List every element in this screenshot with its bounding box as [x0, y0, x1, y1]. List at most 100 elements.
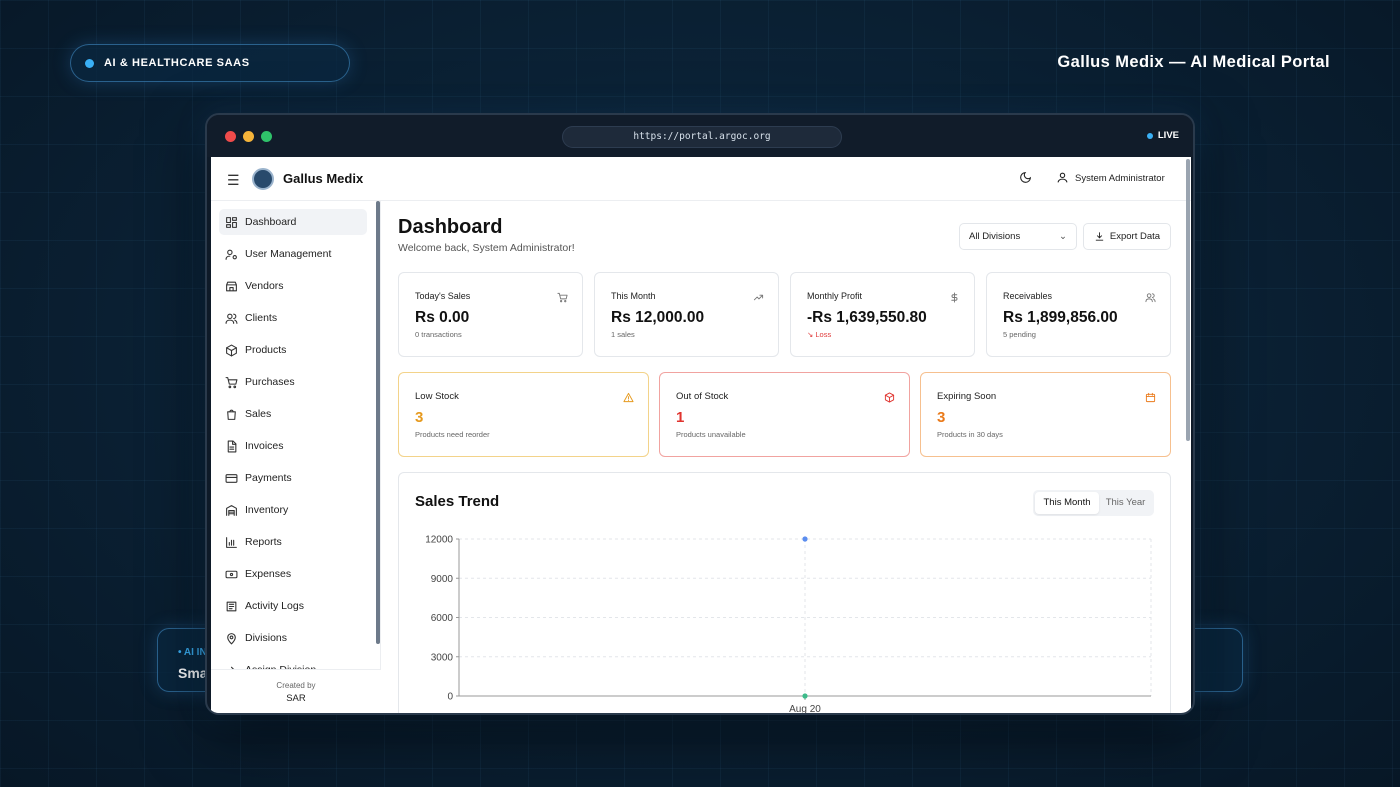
store-icon [226, 281, 237, 291]
users-icon [225, 313, 238, 324]
sidebar-item-label: Divisions [245, 632, 288, 644]
stat-sub: 0 transactions [415, 330, 462, 339]
address-bar[interactable]: https://portal.argoc.org [562, 126, 842, 148]
sidebar-item-label: Vendors [245, 280, 284, 292]
sidebar-item-label: Purchases [245, 376, 295, 388]
sidebar-item-reports[interactable]: Reports [219, 529, 367, 555]
welcome-message: Welcome back, System Administrator! [398, 242, 575, 254]
left-card-value: Smar [178, 665, 214, 681]
sidebar-item-vendors[interactable]: Vendors [219, 273, 367, 299]
theme-toggle-moon-icon[interactable] [1019, 171, 1032, 184]
sidebar-scrollbar[interactable] [376, 201, 380, 644]
sidebar-item-label: Products [245, 344, 287, 356]
alert-value: 1 [676, 409, 685, 426]
y-tick-label: 3000 [431, 652, 454, 663]
alert-sub: Products unavailable [676, 430, 746, 439]
sidebar-item-label: Reports [245, 536, 282, 548]
period-toggle: This Month This Year [1033, 490, 1154, 516]
sidebar-item-clients[interactable]: Clients [219, 305, 367, 331]
trending-down-icon: ↘ [807, 330, 816, 339]
warehouse-icon [226, 504, 237, 516]
tag-dot-icon [85, 58, 94, 68]
sidebar-item-dashboard[interactable]: Dashboard [219, 209, 367, 235]
stat-sub: 5 pending [1003, 330, 1036, 339]
user-icon[interactable] [1056, 171, 1069, 184]
live-indicator: LIVE [1146, 130, 1179, 141]
alert-value: 3 [937, 409, 946, 426]
maximize-window-button[interactable] [261, 131, 272, 142]
sidebar-item-label: Inventory [245, 504, 289, 516]
user-cog-icon [225, 249, 237, 260]
export-data-label: Export Data [1109, 231, 1161, 242]
alert-label: Expiring Soon [937, 391, 997, 402]
dollar-icon [951, 292, 958, 303]
sidebar-item-user-management[interactable]: User Management [219, 241, 367, 267]
stat-label: Receivables [1003, 291, 1053, 301]
sidebar-item-purchases[interactable]: Purchases [219, 369, 367, 395]
sales-trend-chart: 0 3000 6000 9000 12000 Aug 20 [425, 535, 1152, 713]
minimize-window-button[interactable] [243, 131, 254, 142]
stat-value: Rs 12,000.00 [611, 309, 705, 326]
log-icon [226, 601, 237, 611]
sidebar-item-products[interactable]: Products [219, 337, 367, 363]
menu-icon[interactable]: ☰ [227, 172, 240, 188]
y-tick-label: 9000 [431, 574, 454, 585]
alert-label: Low Stock [415, 391, 459, 402]
stat-card-receivables: Receivables Rs 1,899,856.00 5 pending [986, 272, 1171, 357]
division-select[interactable]: All Divisions ⌄ [959, 223, 1077, 250]
data-point-series-0[interactable] [802, 536, 808, 542]
stat-card-monthly-profit: Monthly Profit -Rs 1,639,550.80 ↘ Loss [790, 272, 975, 357]
sidebar-item-label: Clients [245, 312, 278, 324]
data-point-series-1[interactable] [802, 693, 808, 699]
y-tick-label: 12000 [425, 535, 453, 546]
alert-sub: Products need reorder [415, 430, 490, 439]
category-tag-label: AI & HEALTHCARE SAAS [104, 57, 250, 69]
sidebar-item-activity-logs[interactable]: Activity Logs [219, 593, 367, 619]
left-card-kicker: • AI IN [178, 647, 207, 658]
stat-label: This Month [611, 291, 656, 301]
sales-trend-card: Sales Trend This Month This Year 0 3000 60… [398, 472, 1171, 713]
bag-icon [227, 409, 236, 420]
card-icon [225, 473, 238, 483]
stat-value: -Rs 1,639,550.80 [807, 309, 927, 326]
y-tick-label: 6000 [431, 613, 454, 624]
alert-card-low-stock[interactable]: Low Stock 3 Products need reorder [398, 372, 649, 457]
sidebar-item-divisions[interactable]: Divisions [219, 625, 367, 651]
main-scrollbar[interactable] [1186, 159, 1190, 441]
app-viewport: ☰ Gallus Medix System Administrator Dash… [211, 157, 1191, 713]
sidebar-item-invoices[interactable]: Invoices [219, 433, 367, 459]
sidebar-item-sales[interactable]: Sales [219, 401, 367, 427]
trending-up-icon [753, 294, 764, 301]
sidebar-footer: Created by SAR [211, 669, 381, 713]
sidebar-item-payments[interactable]: Payments [219, 465, 367, 491]
stat-sub: 1 sales [611, 330, 635, 339]
brand-name: Gallus Medix [283, 171, 364, 186]
alert-value: 3 [415, 409, 424, 426]
brand-logo [252, 168, 274, 190]
sidebar-item-label: Invoices [245, 440, 284, 452]
alert-card-out-of-stock[interactable]: Out of Stock 1 Products unavailable [659, 372, 910, 457]
sidebar-item-expenses[interactable]: Expenses [219, 561, 367, 587]
tab-this-year[interactable]: This Year [1105, 497, 1146, 508]
user-menu-label[interactable]: System Administrator [1075, 173, 1165, 184]
cart-icon [557, 292, 568, 303]
bar-chart-icon [226, 536, 237, 548]
division-select-value: All Divisions [969, 231, 1021, 242]
stat-label: Today's Sales [415, 291, 471, 301]
export-data-button[interactable]: Export Data [1083, 223, 1171, 250]
banknote-icon [225, 570, 238, 578]
sidebar-item-inventory[interactable]: Inventory [219, 497, 367, 523]
file-icon [227, 440, 237, 452]
tab-this-month[interactable]: This Month [1035, 492, 1099, 514]
stat-label: Monthly Profit [807, 291, 863, 301]
cart-icon [225, 376, 238, 388]
slide-title: Gallus Medix — AI Medical Portal [1057, 53, 1330, 71]
alert-triangle-icon [623, 392, 634, 403]
package-x-icon [884, 392, 895, 403]
close-window-button[interactable] [225, 131, 236, 142]
stat-sub: Loss [815, 330, 832, 339]
footer-caption: Created by [276, 681, 316, 690]
stat-value: Rs 0.00 [415, 309, 470, 326]
alert-card-expiring-soon[interactable]: Expiring Soon 3 Products in 30 days [920, 372, 1171, 457]
sidebar-item-label: Payments [245, 472, 292, 484]
